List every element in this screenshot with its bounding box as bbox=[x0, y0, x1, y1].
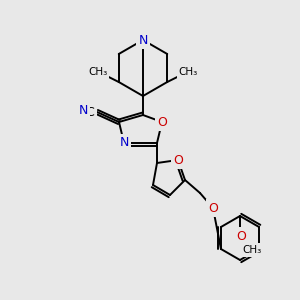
Text: O: O bbox=[208, 202, 218, 214]
Text: CH₃: CH₃ bbox=[242, 245, 262, 255]
Text: N: N bbox=[138, 34, 148, 46]
Text: O: O bbox=[236, 230, 246, 242]
Text: CH₃: CH₃ bbox=[88, 67, 107, 77]
Text: N: N bbox=[119, 136, 129, 149]
Text: N: N bbox=[78, 104, 88, 118]
Text: O: O bbox=[157, 116, 167, 128]
Text: CH₃: CH₃ bbox=[178, 67, 198, 77]
Text: O: O bbox=[173, 154, 183, 166]
Text: C: C bbox=[85, 106, 94, 118]
